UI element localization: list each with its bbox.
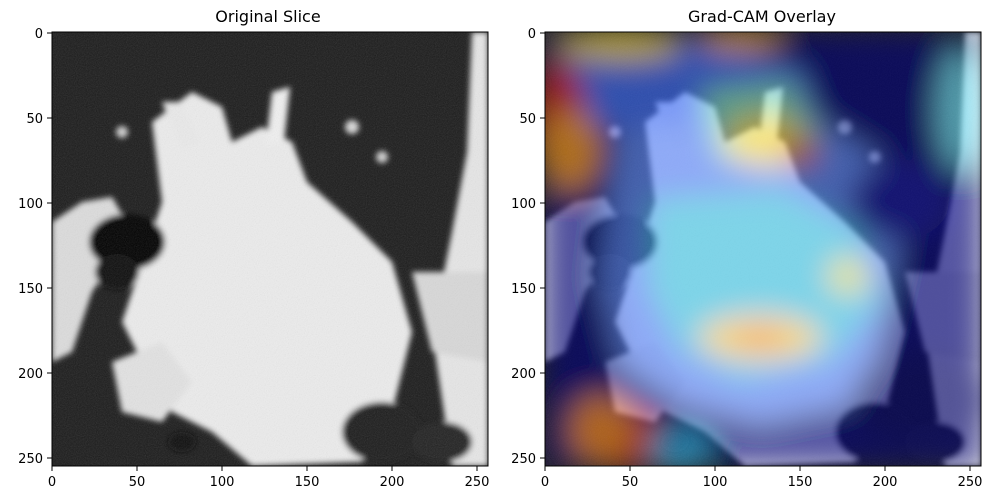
plot-frame xyxy=(51,31,489,467)
x-tick-label: 50 xyxy=(622,475,639,490)
x-tick-label: 0 xyxy=(48,475,56,490)
y-tick-label: 0 xyxy=(35,27,43,42)
panel-original-slice: Original Slice 0 50 100 150 200 250 xyxy=(18,7,489,490)
x-tick-label: 0 xyxy=(541,475,549,490)
x-tick-label: 200 xyxy=(873,475,898,490)
y-tick-label: 50 xyxy=(26,112,43,127)
x-axis: 0 50 100 150 200 250 xyxy=(541,466,983,490)
x-tick-label: 200 xyxy=(380,475,405,490)
panel-title: Original Slice xyxy=(215,7,320,26)
y-tick-label: 0 xyxy=(528,27,536,42)
x-tick-label: 250 xyxy=(958,475,983,490)
plot-frame xyxy=(544,31,982,467)
y-tick-label: 100 xyxy=(511,197,536,212)
y-tick-label: 150 xyxy=(18,282,43,297)
x-tick-label: 100 xyxy=(210,475,235,490)
y-tick-label: 150 xyxy=(511,282,536,297)
y-tick-label: 250 xyxy=(511,452,536,467)
x-tick-label: 50 xyxy=(129,475,146,490)
y-axis: 0 50 100 150 200 250 xyxy=(511,27,545,467)
x-tick-label: 150 xyxy=(788,475,813,490)
y-tick-label: 200 xyxy=(511,367,536,382)
gradcam-image xyxy=(545,32,981,466)
y-tick-label: 100 xyxy=(18,197,43,212)
y-tick-label: 200 xyxy=(18,367,43,382)
x-axis: 0 50 100 150 200 250 xyxy=(48,466,490,490)
y-axis: 0 50 100 150 200 250 xyxy=(18,27,52,467)
y-tick-label: 50 xyxy=(519,112,536,127)
panel-title: Grad-CAM Overlay xyxy=(688,7,836,26)
y-tick-label: 250 xyxy=(18,452,43,467)
x-tick-label: 250 xyxy=(465,475,490,490)
ct-image xyxy=(52,32,488,466)
x-tick-label: 100 xyxy=(703,475,728,490)
panel-gradcam-overlay: Grad-CAM Overlay xyxy=(511,7,983,490)
x-tick-label: 150 xyxy=(295,475,320,490)
